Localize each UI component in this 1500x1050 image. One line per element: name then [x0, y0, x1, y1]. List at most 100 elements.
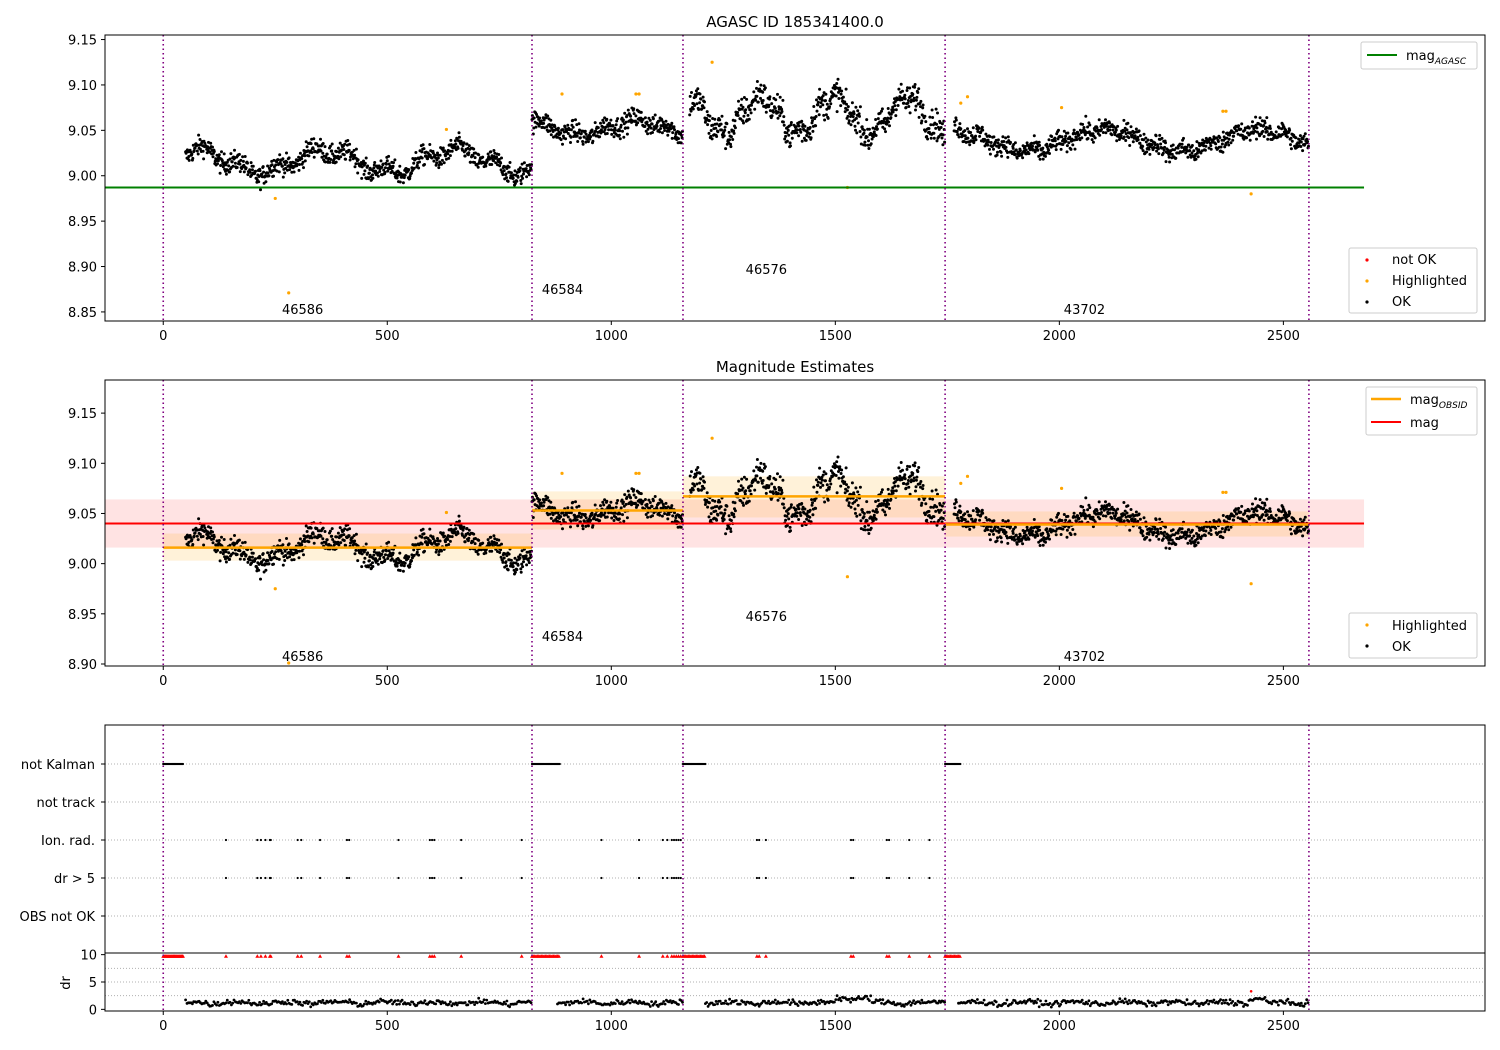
- ok-point: [577, 131, 581, 134]
- ok-point: [819, 481, 823, 485]
- ok-point: [1209, 147, 1213, 151]
- ok-point: [1221, 150, 1225, 154]
- ok-point: [912, 96, 916, 100]
- ok-point: [912, 476, 916, 480]
- ok-point: [577, 514, 581, 518]
- ok-point: [609, 500, 613, 504]
- ok-point: [1182, 136, 1185, 140]
- ok-point: [1184, 151, 1188, 155]
- ok-point: [853, 124, 857, 128]
- ok-point: [800, 502, 804, 505]
- ok-point: [1174, 542, 1178, 546]
- ok-point: [537, 124, 541, 128]
- ok-point: [614, 123, 618, 127]
- ok-point: [744, 489, 748, 493]
- ok-point: [770, 102, 774, 106]
- ok-point: [428, 539, 432, 543]
- ok-point: [1245, 136, 1249, 140]
- ok-point: [605, 499, 609, 503]
- ok-point: [1262, 506, 1266, 510]
- ok-point: [1299, 529, 1303, 533]
- ok-point: [956, 133, 960, 137]
- ok-point: [839, 472, 843, 475]
- ok-point: [549, 133, 553, 137]
- ok-point: [798, 511, 802, 515]
- ok-point: [1168, 160, 1172, 164]
- ok-point: [611, 506, 615, 510]
- ok-point: [527, 173, 531, 177]
- ok-point: [1237, 124, 1241, 128]
- ok-point: [353, 165, 357, 169]
- ok-point: [1047, 148, 1051, 152]
- ok-point: [874, 118, 878, 121]
- ok-point: [1180, 527, 1184, 531]
- ok-point: [1075, 138, 1079, 142]
- ok-point: [202, 157, 206, 161]
- ok-point: [733, 509, 737, 513]
- ok-point: [856, 109, 860, 113]
- ok-point: [337, 157, 341, 161]
- ok-point: [212, 535, 216, 539]
- ok-point: [1156, 530, 1160, 534]
- ok-point: [569, 519, 573, 523]
- ok-point: [1002, 140, 1006, 143]
- ok-point: [912, 479, 916, 483]
- ok-point: [983, 529, 987, 533]
- ok-point: [189, 535, 193, 539]
- ok-point: [227, 551, 231, 555]
- ok-point: [374, 557, 378, 561]
- ok-point: [1083, 133, 1087, 137]
- ok-point: [940, 504, 944, 508]
- ok-point: [490, 540, 494, 544]
- ok-point: [1041, 531, 1045, 535]
- ok-point: [1195, 537, 1199, 541]
- ok-point: [859, 135, 863, 139]
- ok-point: [1145, 150, 1149, 154]
- ok-point: [1141, 529, 1145, 533]
- ok-point: [473, 156, 477, 160]
- ok-point: [1262, 135, 1266, 138]
- ok-point: [446, 152, 450, 156]
- ok-point: [696, 466, 700, 469]
- ok-point: [853, 507, 857, 511]
- ok-point: [821, 103, 825, 107]
- ok-point: [309, 142, 313, 146]
- ok-point: [929, 136, 933, 140]
- ok-point: [1289, 147, 1293, 151]
- ok-point: [431, 151, 435, 155]
- ok-point: [919, 485, 922, 489]
- ok-point: [753, 107, 757, 111]
- ok-point: [1091, 132, 1095, 136]
- ok-point: [360, 565, 364, 569]
- ok-point: [466, 539, 470, 543]
- ok-point: [908, 465, 912, 469]
- ok-point: [716, 513, 720, 517]
- ok-point: [883, 116, 887, 120]
- ok-point: [808, 508, 812, 512]
- ok-point: [1077, 516, 1081, 520]
- ok-point: [266, 551, 270, 555]
- ok-point: [761, 479, 765, 482]
- ok-point: [267, 562, 271, 566]
- ok-point: [420, 542, 424, 546]
- ok-point: [885, 122, 889, 126]
- ok-point: [863, 140, 867, 144]
- ok-point: [224, 560, 228, 564]
- ok-point: [190, 538, 194, 542]
- ok-point: [519, 179, 523, 182]
- ok-point: [647, 498, 651, 502]
- ok-point: [1240, 504, 1244, 508]
- ok-point: [324, 156, 328, 160]
- ok-point: [569, 128, 573, 132]
- ok-point: [301, 160, 305, 164]
- ok-point: [324, 542, 328, 546]
- ok-point: [1064, 139, 1068, 143]
- ok-point: [614, 505, 618, 509]
- ok-point: [312, 137, 316, 141]
- ok-point: [1176, 531, 1180, 535]
- ok-point: [863, 528, 867, 532]
- ok-point: [825, 102, 829, 106]
- ok-point: [1138, 526, 1142, 530]
- ok-point: [1197, 533, 1201, 537]
